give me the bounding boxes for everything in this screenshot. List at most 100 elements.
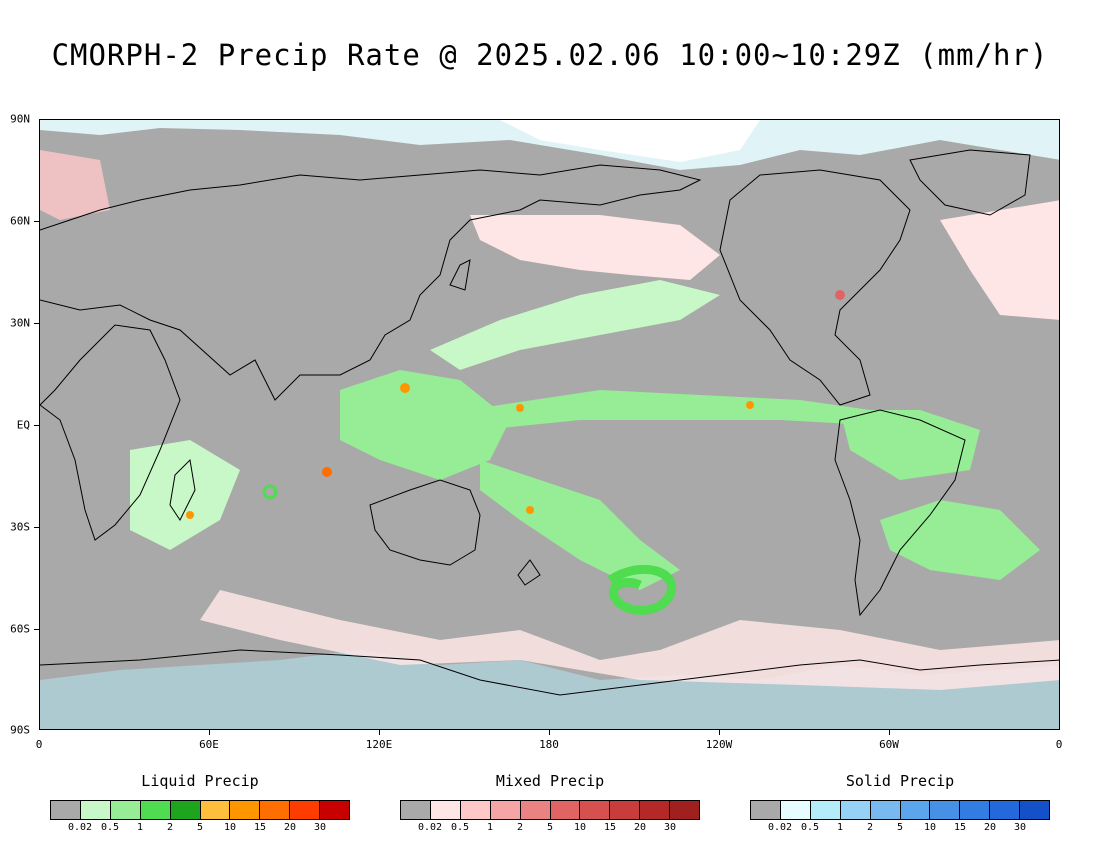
legend-title: Solid Precip bbox=[845, 772, 955, 790]
legend-swatch bbox=[170, 801, 201, 819]
legend-solid: Solid Precip 0.02 0.5 1 2 5 10 15 20 30 bbox=[750, 772, 1050, 834]
legend-liquid: Liquid Precip 0.02 0.5 1 2 5 10 15 20 30 bbox=[50, 772, 350, 834]
legend-tick-label: 0.5 bbox=[800, 822, 820, 833]
legend-swatch bbox=[870, 801, 901, 819]
legend-swatch bbox=[780, 801, 811, 819]
coastline-north-america bbox=[719, 169, 911, 406]
coastline-eurasia bbox=[40, 164, 702, 401]
lon-tick bbox=[719, 730, 720, 735]
southern-ocean-mixed-region bbox=[200, 590, 1059, 690]
lat-label-eq: EQ bbox=[16, 418, 30, 432]
legend-swatch bbox=[670, 801, 700, 819]
legend-swatch bbox=[990, 801, 1021, 819]
legend-colorbar bbox=[50, 800, 350, 820]
coastline-south-america bbox=[834, 409, 966, 617]
legend-swatch bbox=[810, 801, 841, 819]
lat-tick bbox=[34, 629, 39, 630]
page-title: CMORPH-2 Precip Rate @ 2025.02.06 10:00~… bbox=[51, 38, 1049, 72]
lon-tick bbox=[889, 730, 890, 735]
legend-swatch bbox=[840, 801, 871, 819]
maritime-continent-precip bbox=[340, 370, 510, 480]
legend-swatch bbox=[520, 801, 551, 819]
lon-label-0-right: 0 bbox=[1055, 738, 1063, 751]
legend-tick-label: 10 bbox=[573, 822, 587, 833]
legend-swatch bbox=[460, 801, 491, 819]
legend-swatch bbox=[430, 801, 461, 819]
legend-tick-label: 20 bbox=[633, 822, 647, 833]
coastline-japan bbox=[449, 259, 471, 291]
legend-swatch bbox=[751, 801, 781, 819]
legend-mixed: Mixed Precip 0.02 0.5 1 2 5 10 15 20 30 bbox=[400, 772, 700, 834]
legend-tick-label: 10 bbox=[923, 822, 937, 833]
legend-swatch bbox=[230, 801, 261, 819]
legend-tick-label: 20 bbox=[283, 822, 297, 833]
lon-label-0: 0 bbox=[35, 738, 43, 751]
arctic-white-region bbox=[500, 120, 760, 162]
legend-tick-label: 10 bbox=[223, 822, 237, 833]
heavy-rain-spot bbox=[835, 290, 845, 300]
lon-label-120e: 120E bbox=[365, 738, 393, 751]
precip-map bbox=[39, 119, 1060, 730]
lat-label-60n: 60N bbox=[10, 214, 30, 228]
heavy-rain-spot bbox=[746, 401, 754, 409]
legend-tick-label: 0.5 bbox=[100, 822, 120, 833]
legend-tick-label: 2 bbox=[866, 822, 874, 833]
lat-label-90s: 90S bbox=[10, 723, 30, 737]
heavy-rain-spot bbox=[262, 484, 278, 500]
legend-title: Mixed Precip bbox=[495, 772, 605, 790]
lat-tick bbox=[34, 323, 39, 324]
amazon-precip bbox=[840, 410, 980, 480]
lat-label-90n: 90N bbox=[10, 112, 30, 126]
legend-tick-label: 5 bbox=[896, 822, 904, 833]
cyclone-spiral bbox=[607, 564, 677, 615]
legend-swatch bbox=[580, 801, 611, 819]
coastline-australia bbox=[369, 479, 481, 566]
legend-tick-label: 20 bbox=[983, 822, 997, 833]
legend-swatch bbox=[260, 801, 291, 819]
legend-swatch bbox=[80, 801, 111, 819]
legend-tick-label: 1 bbox=[486, 822, 494, 833]
legend-swatch bbox=[640, 801, 671, 819]
lon-label-120w: 120W bbox=[705, 738, 733, 751]
legend-swatch bbox=[401, 801, 431, 819]
heavy-rain-spot bbox=[526, 506, 534, 514]
legend-tick-label: 0.02 bbox=[767, 822, 793, 833]
legend-tick-label: 15 bbox=[603, 822, 617, 833]
atlantic-mixed-region bbox=[940, 200, 1059, 320]
legend-swatch bbox=[960, 801, 991, 819]
heavy-rain-spot bbox=[400, 383, 410, 393]
coastline-new-zealand bbox=[517, 559, 541, 586]
lat-label-30s: 30S bbox=[10, 520, 30, 534]
coastline-antarctica bbox=[40, 649, 1059, 696]
europe-mixed-region bbox=[40, 150, 110, 220]
antarctic-snow-region bbox=[40, 650, 1059, 729]
lat-label-30n: 30N bbox=[10, 316, 30, 330]
legend-tick-label: 15 bbox=[953, 822, 967, 833]
lat-tick bbox=[34, 425, 39, 426]
legend-tick-label: 0.02 bbox=[417, 822, 443, 833]
legend-tick-label: 1 bbox=[836, 822, 844, 833]
lon-label-180: 180 bbox=[539, 738, 559, 751]
legend-swatch bbox=[290, 801, 321, 819]
lon-tick bbox=[549, 730, 550, 735]
legend-tick-label: 2 bbox=[166, 822, 174, 833]
arctic-snow-region bbox=[40, 120, 1059, 170]
legend-tick-label: 30 bbox=[313, 822, 327, 833]
legend-swatch bbox=[610, 801, 641, 819]
south-atlantic-band bbox=[880, 500, 1040, 580]
legend-swatch bbox=[200, 801, 231, 819]
legend-swatch bbox=[900, 801, 931, 819]
legend-swatch bbox=[140, 801, 171, 819]
legend-swatch bbox=[320, 801, 350, 819]
legend-tick-label: 0.02 bbox=[67, 822, 93, 833]
lon-label-60w: 60W bbox=[879, 738, 899, 751]
north-pacific-storm-band bbox=[430, 280, 720, 370]
north-pacific-mixed-region bbox=[470, 215, 720, 280]
legend-tick-label: 1 bbox=[136, 822, 144, 833]
legend-ticks: 0.02 0.5 1 2 5 10 15 20 30 bbox=[750, 820, 1050, 834]
lat-tick bbox=[34, 527, 39, 528]
legend-title: Liquid Precip bbox=[141, 772, 259, 790]
legend-tick-label: 30 bbox=[663, 822, 677, 833]
legend-ticks: 0.02 0.5 1 2 5 10 15 20 30 bbox=[50, 820, 350, 834]
coastline-madagascar bbox=[169, 458, 196, 521]
